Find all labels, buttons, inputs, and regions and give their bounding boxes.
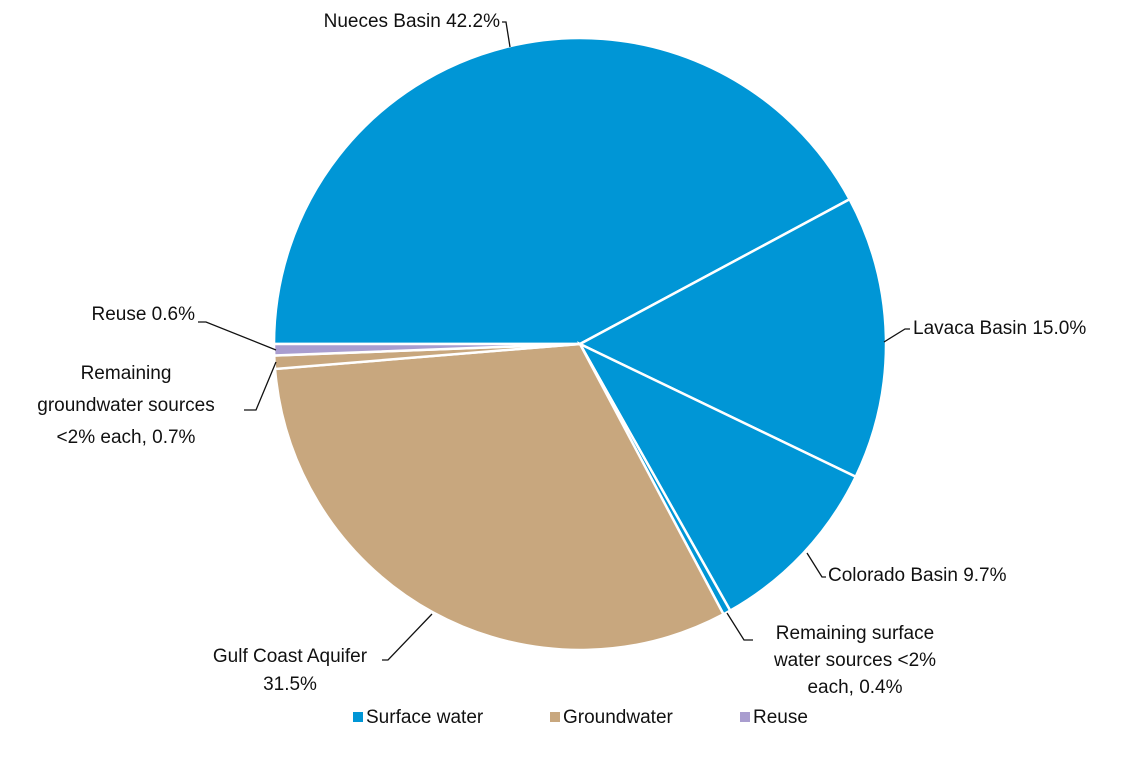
leader-line [883,328,910,343]
leader-line [806,552,826,578]
leader-line [198,321,277,351]
slice-label: Remaining surface [776,623,934,644]
legend-label: Reuse [753,707,808,728]
legend-label: Surface water [366,707,484,728]
pie-slice [577,197,888,479]
slice-label: groundwater sources [37,395,214,416]
pie-slice [273,342,726,652]
slice-label: each, 0.4% [807,677,902,698]
slice-label: Colorado Basin 9.7% [828,565,1007,586]
slice-label: Nueces Basin 42.2% [324,11,500,32]
legend-swatch [353,712,363,722]
slice-label: Gulf Coast Aquifer [213,646,368,667]
slice-label: <2% each, 0.7% [57,427,196,448]
slice-label: Reuse 0.6% [91,304,195,325]
pie-slice [576,341,858,613]
legend-label: Groundwater [563,707,674,728]
leader-line [244,361,277,411]
slice-label: water sources <2% [773,650,936,671]
leader-line [382,613,433,661]
legend-swatch [550,712,560,722]
slice-label: 31.5% [263,674,317,695]
leader-line [502,21,511,48]
legend-swatch [740,712,750,722]
leader-line [726,612,753,641]
slice-label: Lavaca Basin 15.0% [913,318,1086,339]
pie-slice [272,36,852,346]
slice-label: Remaining [81,363,172,384]
